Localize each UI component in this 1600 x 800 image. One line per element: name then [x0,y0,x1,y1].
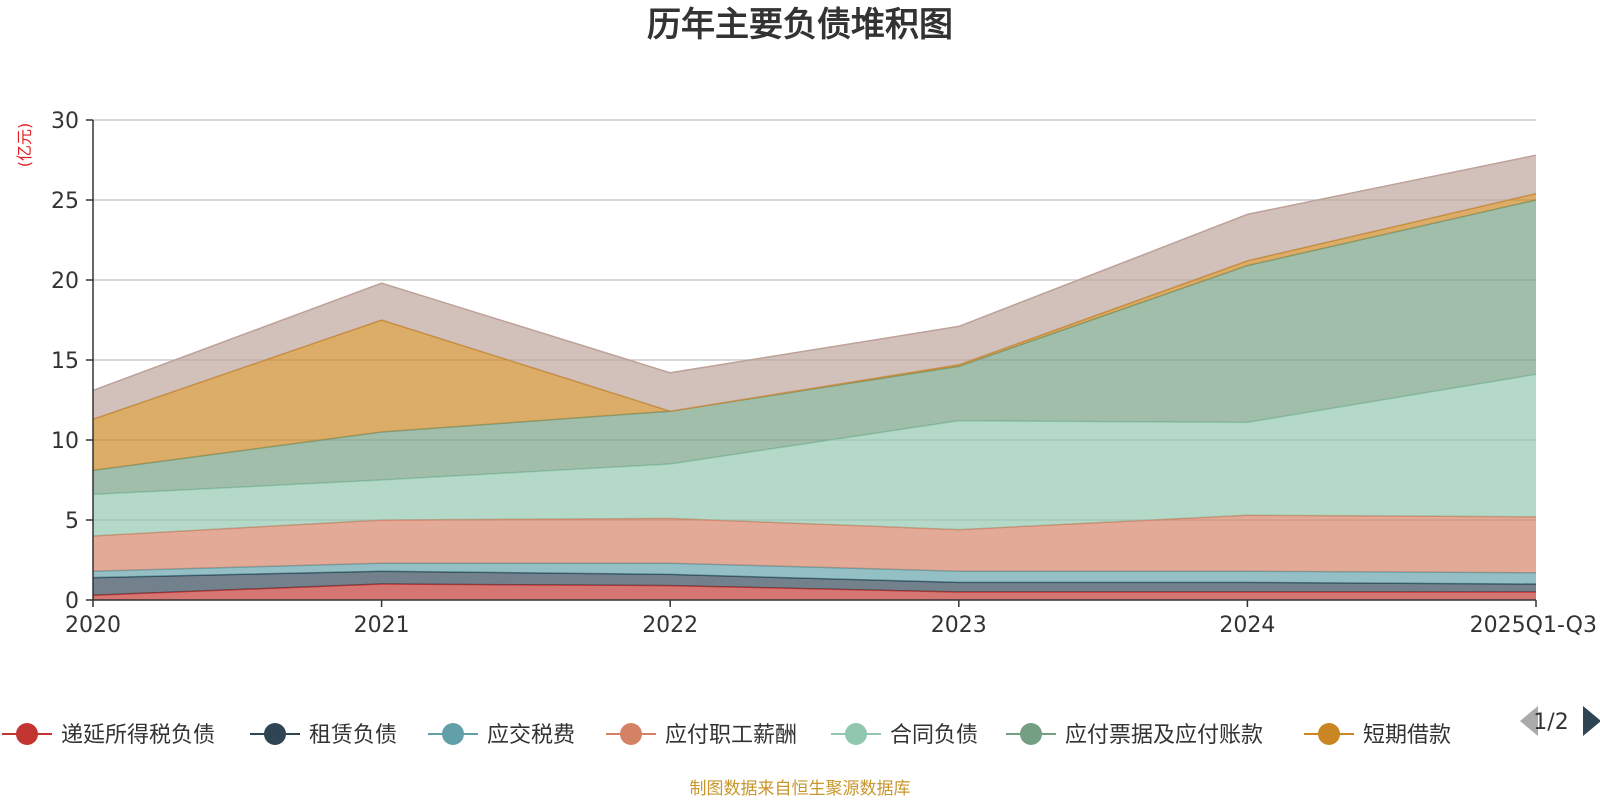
area-series-layer [92,154,1537,600]
legend-label: 合同负债 [890,723,978,748]
legend-page-indicator: 1/2 [1533,710,1568,735]
area-series [93,563,1536,584]
legend-marker-icon [442,723,464,745]
legend-label: 租赁负债 [309,723,397,748]
area-series [93,515,1536,573]
chart-title: 历年主要负债堆积图 [647,5,953,45]
legend-label: 应交税费 [487,723,575,748]
legend-marker-icon [16,723,38,745]
legend-prev-page-icon[interactable] [1520,706,1538,736]
area-series [93,374,1536,536]
legend-item[interactable]: 短期借款 [1304,723,1451,748]
y-tick-label: 20 [51,269,79,294]
x-tick-label: 2023 [931,613,987,638]
area-series [93,584,1536,600]
legend-item[interactable]: 应付职工薪酬 [606,723,797,748]
y-tick-label: 30 [51,109,79,134]
x-tick-label: 2024 [1219,613,1275,638]
y-tick-label: 10 [51,429,79,454]
area-series [93,155,1536,420]
legend-label: 递延所得税负债 [61,723,215,748]
legend-pager: 1/2 [1520,706,1600,736]
legend-item[interactable]: 租赁负债 [250,723,397,748]
legend-marker-icon [264,723,286,745]
legend-label: 应付票据及应付账款 [1065,723,1263,748]
x-tick-label: 2020 [65,613,121,638]
x-tick-label: 2022 [642,613,698,638]
legend-item[interactable]: 递延所得税负债 [2,723,215,748]
legend-item[interactable]: 应交税费 [428,723,575,748]
y-tick-label: 15 [51,349,79,374]
legend-label: 应付职工薪酬 [665,723,797,748]
area-series [93,571,1536,596]
y-axis-unit: (亿元) [15,123,34,168]
data-source-note: 制图数据来自恒生聚源数据库 [690,779,911,799]
x-tick-label: 2025Q1-Q3 [1470,613,1597,638]
y-tick-label: 25 [51,189,79,214]
axes: 0 5 10 15 20 25 30 2020 2021 2022 2023 2024 2025Q1-Q… [51,109,1597,638]
legend-marker-icon [1318,723,1340,745]
y-tick-label: 0 [65,589,79,614]
y-tick-label: 5 [65,509,79,534]
area-series [93,200,1536,495]
legend-label: 短期借款 [1363,723,1451,748]
legend-marker-icon [1020,723,1042,745]
legend: 递延所得税负债 租赁负债 应交税费 应付职工薪酬 合同负债 应付票据及应付账款 短期借款 [2,723,1451,748]
area-series [93,193,1536,471]
legend-item[interactable]: 合同负债 [831,723,978,748]
legend-item[interactable]: 应付票据及应付账款 [1006,723,1263,748]
area-series-line [92,154,1537,392]
legend-next-page-icon[interactable] [1583,706,1600,736]
legend-marker-icon [845,723,867,745]
legend-marker-icon [620,723,642,745]
x-tick-label: 2021 [354,613,410,638]
